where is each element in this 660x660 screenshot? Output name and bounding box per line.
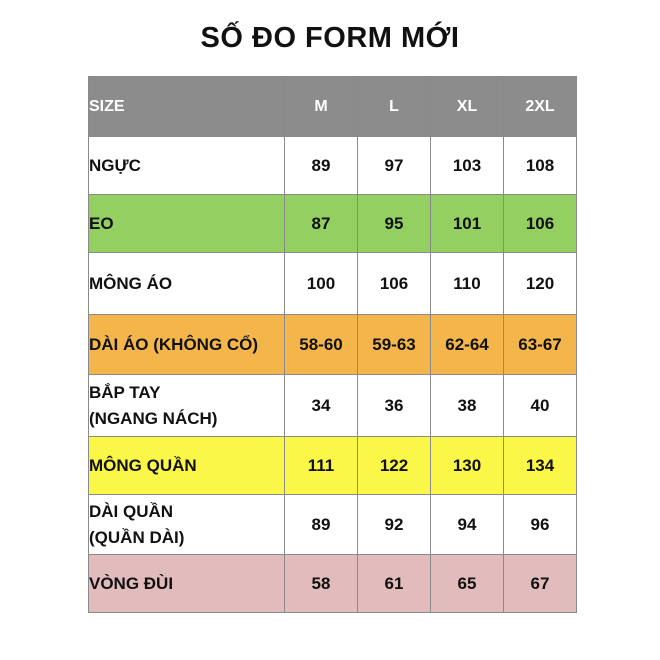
row-label-line: (NGANG NÁCH) (89, 408, 218, 428)
size-value-cell: 92 (357, 494, 431, 555)
size-value-cell: 97 (357, 136, 431, 195)
table-row: NGỰC 89 97 103 108 (88, 136, 577, 195)
row-label-line: MÔNG ÁO (89, 273, 173, 293)
size-value-cell: 120 (503, 252, 577, 315)
row-label-line: DÀI QUẦN (89, 501, 174, 521)
size-value-cell: 36 (357, 374, 431, 437)
table-row: EO 87 95 101 106 (88, 194, 577, 253)
table-row: DÀI ÁO (KHÔNG CỔ) 58-60 59-63 62-64 63-67 (88, 314, 577, 375)
size-value-cell: 95 (357, 194, 431, 253)
row-label-line: EO (89, 213, 114, 233)
size-value-cell: 100 (284, 252, 358, 315)
size-value-cell: 58-60 (284, 314, 358, 375)
size-value-cell: 122 (357, 436, 431, 495)
size-value-cell: 94 (430, 494, 504, 555)
table-row: MÔNG ÁO 100 106 110 120 (88, 252, 577, 315)
size-value-cell: 63-67 (503, 314, 577, 375)
header-size: SIZE (88, 76, 285, 137)
size-value-cell: 61 (357, 554, 431, 613)
row-label: MÔNG QUẦN (88, 436, 285, 495)
size-value-cell: 101 (430, 194, 504, 253)
size-value-cell: 134 (503, 436, 577, 495)
size-value-cell: 58 (284, 554, 358, 613)
table-row: VÒNG ĐÙI 58 61 65 67 (88, 554, 577, 613)
size-value-cell: 87 (284, 194, 358, 253)
size-value-cell: 59-63 (357, 314, 431, 375)
row-label-line: MÔNG QUẦN (89, 455, 197, 475)
size-value-cell: 67 (503, 554, 577, 613)
row-label: DÀI ÁO (KHÔNG CỔ) (88, 314, 285, 375)
size-value-cell: 111 (284, 436, 358, 495)
size-value-cell: 34 (284, 374, 358, 437)
size-value-cell: 40 (503, 374, 577, 437)
size-value-cell: 110 (430, 252, 504, 315)
table-row: DÀI QUẦN (QUẦN DÀI) 89 92 94 96 (88, 494, 577, 555)
header-m: M (284, 76, 358, 137)
header-2xl: 2XL (503, 76, 577, 137)
size-value-cell: 130 (430, 436, 504, 495)
row-label-line: DÀI ÁO (KHÔNG CỔ) (89, 334, 259, 354)
size-chart-table: SIZE M L XL 2XL NGỰC 89 97 103 108 EO 87 95 101 1… (88, 76, 577, 613)
size-value-cell: 89 (284, 136, 358, 195)
page-title: SỐ ĐO FORM MỚI (200, 22, 460, 54)
table-header-row: SIZE M L XL 2XL (88, 76, 577, 137)
size-value-cell: 96 (503, 494, 577, 555)
row-label: MÔNG ÁO (88, 252, 285, 315)
size-value-cell: 103 (430, 136, 504, 195)
size-value-cell: 65 (430, 554, 504, 613)
row-label: EO (88, 194, 285, 253)
row-label: DÀI QUẦN (QUẦN DÀI) (88, 494, 285, 555)
size-value-cell: 89 (284, 494, 358, 555)
size-value-cell: 108 (503, 136, 577, 195)
size-value-cell: 38 (430, 374, 504, 437)
row-label: BẮP TAY (NGANG NÁCH) (88, 374, 285, 437)
row-label: VÒNG ĐÙI (88, 554, 285, 613)
table-row: MÔNG QUẦN 111 122 130 134 (88, 436, 577, 495)
row-label-line: NGỰC (89, 155, 141, 175)
size-value-cell: 106 (503, 194, 577, 253)
header-xl: XL (430, 76, 504, 137)
row-label-line: VÒNG ĐÙI (89, 573, 174, 593)
row-label-line: BẮP TAY (89, 382, 161, 402)
size-value-cell: 106 (357, 252, 431, 315)
size-value-cell: 62-64 (430, 314, 504, 375)
header-l: L (357, 76, 431, 137)
table-row: BẮP TAY (NGANG NÁCH) 34 36 38 40 (88, 374, 577, 437)
row-label-line: (QUẦN DÀI) (89, 527, 185, 547)
row-label: NGỰC (88, 136, 285, 195)
